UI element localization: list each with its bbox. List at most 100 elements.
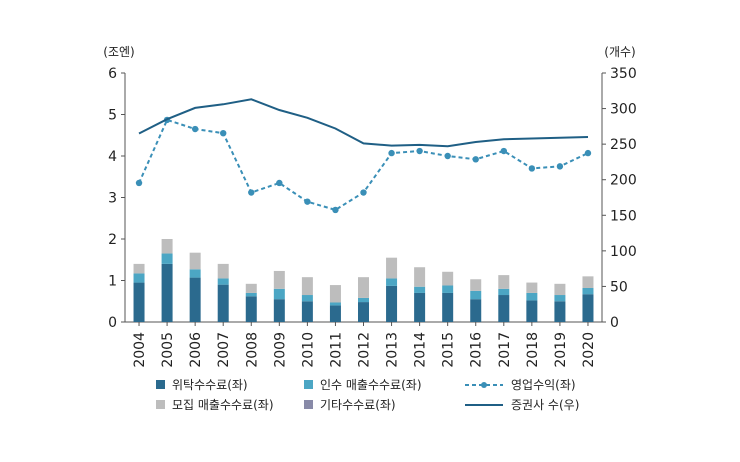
operating-revenue-point: [584, 149, 592, 157]
x-tick-label: 2018: [525, 332, 541, 368]
legend-label: 기타수수료(좌): [320, 398, 396, 412]
bar-segment: [133, 282, 145, 322]
bar-segment: [329, 285, 341, 303]
bar-segment: [133, 263, 145, 274]
bar-segment: [273, 288, 285, 300]
bar-segment: [526, 300, 538, 322]
bar-segment: [245, 283, 257, 293]
x-tick-label: 2010: [300, 332, 316, 368]
x-tick-label: 2020: [581, 332, 597, 368]
bar-segment: [217, 284, 229, 322]
left-tick-label: 5: [108, 108, 117, 124]
right-tick-label: 250: [610, 137, 637, 153]
legend-label: 증권사 수(우): [511, 398, 579, 412]
operating-revenue-point: [304, 198, 311, 205]
bar-segment: [301, 301, 313, 322]
x-tick-label: 2008: [244, 332, 260, 368]
bar-segment: [245, 296, 257, 322]
legend: 위탁수수료(좌) 인수 매출수수료(좌) 영업수익(좌) 모집 매출수수료(좌) 기타수…: [156, 378, 579, 412]
operating-revenue-point: [220, 129, 227, 137]
bar-segment: [470, 290, 482, 300]
operating-revenue-point: [191, 125, 199, 133]
x-tick-label: 2009: [272, 332, 288, 368]
bar-segment: [273, 270, 285, 289]
bar-segment: [442, 285, 454, 293]
bar-segment: [442, 271, 454, 286]
bar-segment: [386, 285, 398, 322]
bar-segment: [329, 305, 341, 322]
right-tick-label: 100: [610, 244, 637, 260]
bar-segment: [498, 288, 510, 296]
bar-segment: [358, 277, 369, 298]
x-tick-label: 2006: [188, 332, 204, 368]
bar-segment: [217, 278, 229, 285]
bar-segment: [498, 275, 510, 289]
legend-swatch: [156, 380, 165, 389]
bar-segment: [329, 302, 341, 306]
operating-revenue-point: [360, 189, 367, 196]
operating-revenue-point: [444, 152, 451, 160]
left-axis-unit: (조엔): [103, 45, 134, 59]
line-operating-revenue: [138, 118, 589, 211]
bars: [133, 239, 594, 322]
bar-segment: [526, 292, 538, 301]
legend-marker: [481, 382, 487, 388]
right-axis-unit: (개수): [604, 45, 635, 59]
left-tick-label: 4: [108, 149, 117, 165]
bar-segment: [245, 292, 257, 297]
bar-segment: [189, 277, 201, 322]
right-tick-label: 150: [610, 208, 637, 224]
operating-revenue-point: [556, 163, 564, 170]
bar-segment: [358, 297, 369, 303]
bar-segment: [189, 269, 201, 278]
x-tick-label: 2016: [469, 332, 485, 368]
lines: [135, 98, 592, 214]
x-tick-label: 2007: [216, 332, 232, 368]
line-securities-firms: [138, 98, 589, 148]
bar-segment: [161, 263, 173, 322]
x-tick-label: 2015: [441, 332, 457, 368]
bar-segment: [470, 299, 482, 322]
bar-segment: [414, 292, 426, 322]
bar-segment: [582, 287, 594, 295]
operating-revenue-point: [528, 165, 536, 172]
bar-segment: [554, 295, 566, 302]
right-tick-label: 0: [610, 315, 619, 331]
bar-segment: [442, 292, 454, 322]
bar-segment: [386, 257, 398, 279]
x-tick-label: 2017: [497, 332, 513, 368]
bar-segment: [161, 253, 173, 264]
bar-segment: [133, 273, 145, 283]
bar-segment: [498, 295, 510, 322]
x-tick-label: 2011: [328, 332, 344, 368]
bar-segment: [386, 278, 398, 286]
bar-segment: [273, 299, 285, 322]
right-tick-label: 300: [610, 102, 637, 118]
x-tick-label: 2004: [132, 332, 148, 368]
bar-segment: [301, 295, 313, 302]
legend-label: 영업수익(좌): [511, 378, 576, 392]
legend-label: 인수 매출수수료(좌): [320, 378, 422, 392]
bar-segment: [161, 239, 173, 254]
right-tick-label: 50: [610, 279, 628, 295]
bar-segment: [414, 267, 426, 287]
operating-revenue-point: [332, 206, 339, 214]
bar-segment: [526, 282, 538, 293]
legend-swatch: [156, 400, 165, 409]
bar-segment: [582, 276, 594, 288]
legend-swatch: [304, 380, 313, 389]
operating-revenue-point: [276, 179, 283, 187]
bar-segment: [554, 283, 566, 296]
operating-revenue-point: [472, 156, 479, 163]
legend-label: 위탁수수료(좌): [172, 378, 248, 392]
left-tick-label: 3: [108, 191, 117, 207]
left-tick-label: 1: [108, 274, 117, 290]
operating-revenue-point: [388, 149, 395, 157]
left-tick-label: 6: [108, 66, 117, 82]
bar-segment: [470, 279, 482, 291]
bar-segment: [554, 301, 566, 322]
right-tick-label: 350: [610, 66, 637, 82]
x-tick-label: 2012: [357, 332, 373, 368]
legend-label: 모집 매출수수료(좌): [172, 398, 274, 412]
